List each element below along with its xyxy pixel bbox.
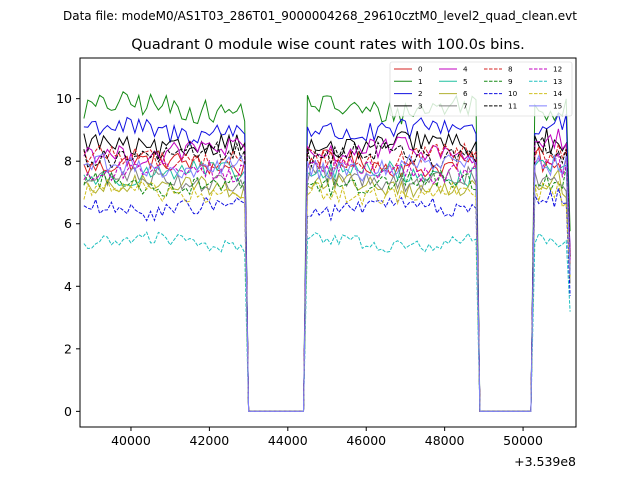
- legend-label-14: 14: [553, 89, 563, 98]
- y-tick-label: 4: [64, 279, 72, 294]
- plot-frame: [79, 57, 577, 428]
- legend-label-9: 9: [508, 77, 513, 86]
- legend-label-8: 8: [508, 65, 513, 74]
- legend-label-10: 10: [508, 89, 518, 98]
- series-line-5: [83, 154, 571, 412]
- legend-label-15: 15: [553, 102, 562, 111]
- series-layer: [83, 91, 571, 412]
- legend-label-0: 0: [418, 65, 423, 74]
- series-line-7: [83, 164, 571, 412]
- x-offset-label: +3.539e8: [514, 454, 576, 469]
- series-line-13: [83, 231, 571, 412]
- y-tick-label: 10: [56, 91, 72, 106]
- x-tick-label: 42000: [190, 433, 230, 448]
- legend-label-6: 6: [463, 89, 468, 98]
- x-tick-label: 40000: [111, 433, 151, 448]
- legend-label-3: 3: [418, 102, 423, 111]
- plot-area: [80, 58, 576, 427]
- x-tick-label: 44000: [268, 433, 308, 448]
- series-line-11: [83, 135, 571, 412]
- series-line-10: [83, 188, 571, 412]
- y-tick-label: 2: [64, 341, 72, 356]
- legend-label-4: 4: [463, 65, 468, 74]
- chart-suptitle: Data file: modeM0/AS1T03_286T01_90000042…: [63, 9, 577, 23]
- x-tick-label: 50000: [503, 433, 543, 448]
- series-line-2: [83, 112, 571, 412]
- x-tick-label: 46000: [346, 433, 386, 448]
- x-tick-label: 48000: [425, 433, 465, 448]
- y-tick-label: 0: [64, 404, 72, 419]
- legend-label-1: 1: [418, 77, 423, 86]
- legend-label-5: 5: [463, 77, 468, 86]
- legend-label-12: 12: [553, 65, 562, 74]
- chart-title: Quadrant 0 module wise count rates with …: [131, 37, 525, 53]
- series-line-3: [83, 128, 571, 412]
- y-tick-label: 6: [64, 216, 72, 231]
- legend-label-7: 7: [463, 102, 468, 111]
- series-line-4: [83, 128, 571, 412]
- legend-label-13: 13: [553, 77, 562, 86]
- series-line-14: [83, 178, 571, 412]
- axes-layer: 40000 42000 44000 46000 48000 50000 0 2 4 6 8 10: [56, 91, 543, 448]
- legend-label-2: 2: [418, 89, 423, 98]
- y-tick-label: 8: [64, 154, 72, 169]
- legend-box: [389, 61, 573, 117]
- legend-label-11: 11: [508, 102, 517, 111]
- series-line-15: [83, 152, 571, 412]
